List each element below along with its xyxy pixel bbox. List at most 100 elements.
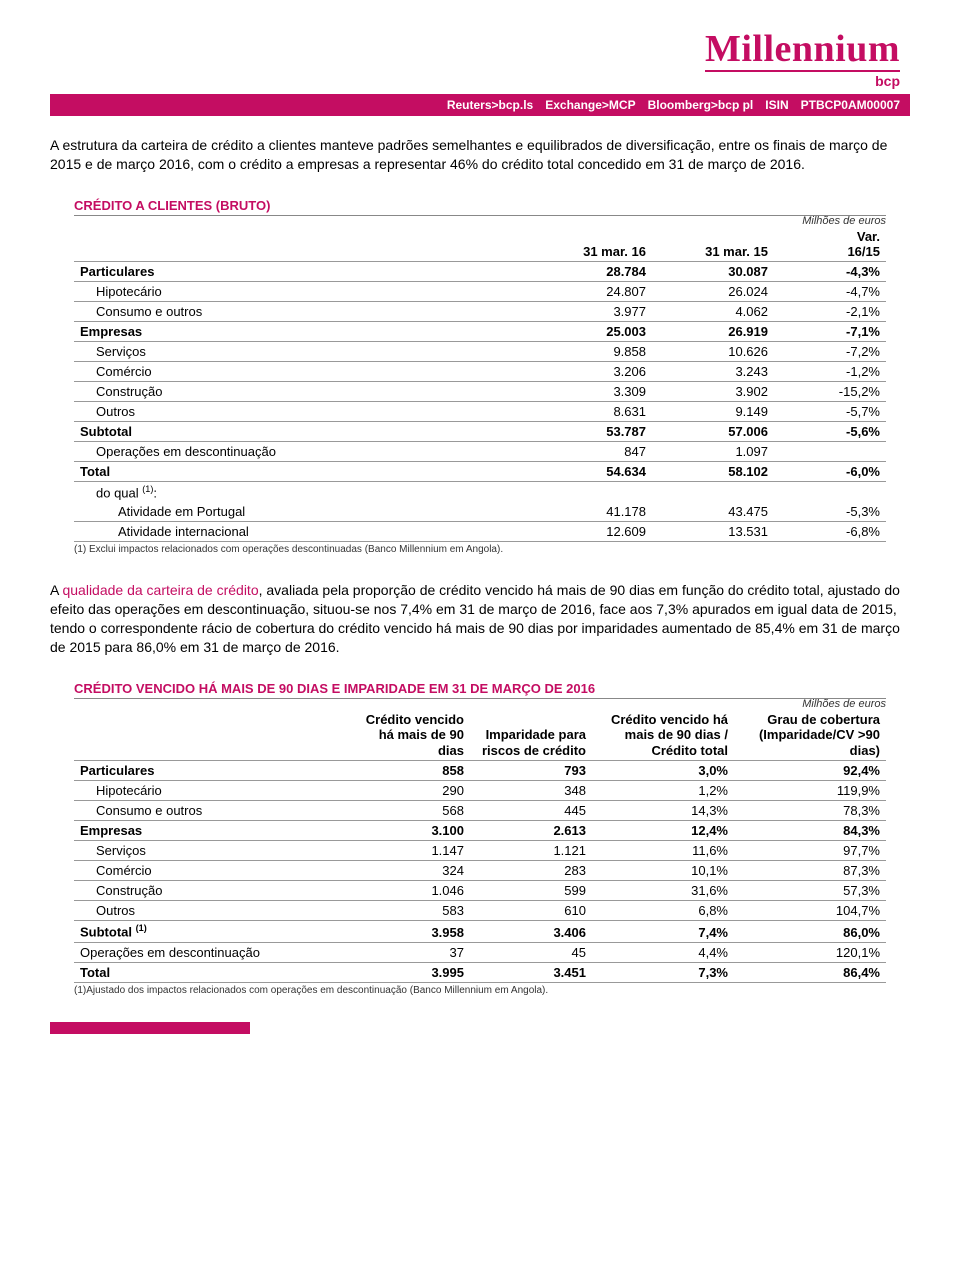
cell: 120,1% — [734, 942, 886, 962]
cell: 568 — [348, 801, 470, 821]
cell: 283 — [470, 861, 592, 881]
row-label: do qual (1): — [74, 481, 530, 502]
cell: 6,8% — [592, 901, 734, 921]
cell: 583 — [348, 901, 470, 921]
cell: 11,6% — [592, 841, 734, 861]
col-header: Crédito vencido há mais de 90 dias — [348, 710, 470, 761]
row-label: Consumo e outros — [74, 301, 530, 321]
row-label: Total — [74, 962, 348, 982]
row-label: Operações em descontinuação — [74, 441, 530, 461]
cell: 348 — [470, 781, 592, 801]
cell: 445 — [470, 801, 592, 821]
cell: 53.787 — [530, 421, 652, 441]
cell: 97,7% — [734, 841, 886, 861]
brand-name: Millennium — [705, 30, 900, 68]
col-header: Grau de cobertura (Imparidade/CV >90 dia… — [734, 710, 886, 761]
cell: 7,4% — [592, 921, 734, 942]
overdue-credit-table-block: CRÉDITO VENCIDO HÁ MAIS DE 90 DIAS E IMP… — [74, 681, 886, 996]
cell: 3.100 — [348, 821, 470, 841]
cell: 92,4% — [734, 761, 886, 781]
highlighted-term: qualidade da carteira de crédito — [62, 582, 258, 598]
cell: 86,4% — [734, 962, 886, 982]
cell: 3.958 — [348, 921, 470, 942]
col-header: Imparidade para riscos de crédito — [470, 710, 592, 761]
table2-title: CRÉDITO VENCIDO HÁ MAIS DE 90 DIAS E IMP… — [74, 681, 886, 699]
row-label: Atividade em Portugal — [74, 502, 530, 522]
quality-paragraph: A qualidade da carteira de crédito, aval… — [50, 581, 910, 657]
cell: -2,1% — [774, 301, 886, 321]
cell: 41.178 — [530, 502, 652, 522]
cell: 45 — [470, 942, 592, 962]
cell: 3.309 — [530, 381, 652, 401]
cell: 610 — [470, 901, 592, 921]
table2-unit: Milhões de euros — [74, 698, 886, 710]
row-label: Operações em descontinuação — [74, 942, 348, 962]
cell: 1.147 — [348, 841, 470, 861]
row-label: Total — [74, 461, 530, 481]
cell: 119,9% — [734, 781, 886, 801]
row-label: Hipotecário — [74, 281, 530, 301]
row-label: Subtotal — [74, 421, 530, 441]
row-label: Atividade internacional — [74, 522, 530, 542]
cell: 3,0% — [592, 761, 734, 781]
cell: -4,3% — [774, 261, 886, 281]
cell: 10.626 — [652, 341, 774, 361]
cell: 324 — [348, 861, 470, 881]
cell: 4.062 — [652, 301, 774, 321]
cell: 43.475 — [652, 502, 774, 522]
col-header: 31 mar. 16 — [530, 227, 652, 262]
table2-footnote: (1)Ajustado dos impactos relacionados co… — [74, 985, 886, 996]
cell: 3.977 — [530, 301, 652, 321]
cell: 26.024 — [652, 281, 774, 301]
table1-footnote: (1) Exclui impactos relacionados com ope… — [74, 544, 886, 555]
cell: -1,2% — [774, 361, 886, 381]
cell: -5,7% — [774, 401, 886, 421]
row-label: Construção — [74, 381, 530, 401]
cell: 847 — [530, 441, 652, 461]
cell: 9.149 — [652, 401, 774, 421]
cell: 57.006 — [652, 421, 774, 441]
cell: 3.902 — [652, 381, 774, 401]
cell: 57,3% — [734, 881, 886, 901]
cell — [774, 441, 886, 461]
cell: 1,2% — [592, 781, 734, 801]
cell: -5,6% — [774, 421, 886, 441]
ticker-item: PTBCP0AM00007 — [801, 98, 900, 112]
cell: 7,3% — [592, 962, 734, 982]
cell: 30.087 — [652, 261, 774, 281]
cell: 290 — [348, 781, 470, 801]
cell: 31,6% — [592, 881, 734, 901]
cell — [530, 481, 652, 502]
ticker-item: Exchange>MCP — [545, 98, 635, 112]
row-label: Comércio — [74, 861, 348, 881]
row-label: Subtotal (1) — [74, 921, 348, 942]
footer-bar — [50, 1022, 250, 1034]
row-label: Hipotecário — [74, 781, 348, 801]
ticker-bar: Reuters>bcp.ls Exchange>MCP Bloomberg>bc… — [50, 94, 910, 116]
cell: 3.243 — [652, 361, 774, 381]
cell: -4,7% — [774, 281, 886, 301]
cell: 87,3% — [734, 861, 886, 881]
cell: 4,4% — [592, 942, 734, 962]
cell: 26.919 — [652, 321, 774, 341]
cell: 84,3% — [734, 821, 886, 841]
cell: 10,1% — [592, 861, 734, 881]
credit-gross-table-block: CRÉDITO A CLIENTES (BRUTO) Milhões de eu… — [74, 198, 886, 555]
cell: 24.807 — [530, 281, 652, 301]
cell: 86,0% — [734, 921, 886, 942]
cell: 1.097 — [652, 441, 774, 461]
ticker-item: ISIN — [765, 98, 788, 112]
ticker-item: Reuters>bcp.ls — [447, 98, 533, 112]
cell: 858 — [348, 761, 470, 781]
col-header: Crédito vencido há mais de 90 dias / Cré… — [592, 710, 734, 761]
col-header — [74, 710, 348, 761]
row-label: Empresas — [74, 821, 348, 841]
cell: 3.995 — [348, 962, 470, 982]
row-label: Consumo e outros — [74, 801, 348, 821]
col-header: 31 mar. 15 — [652, 227, 774, 262]
cell: -15,2% — [774, 381, 886, 401]
row-label: Outros — [74, 901, 348, 921]
cell: 3.451 — [470, 962, 592, 982]
cell: 12.609 — [530, 522, 652, 542]
cell: 12,4% — [592, 821, 734, 841]
